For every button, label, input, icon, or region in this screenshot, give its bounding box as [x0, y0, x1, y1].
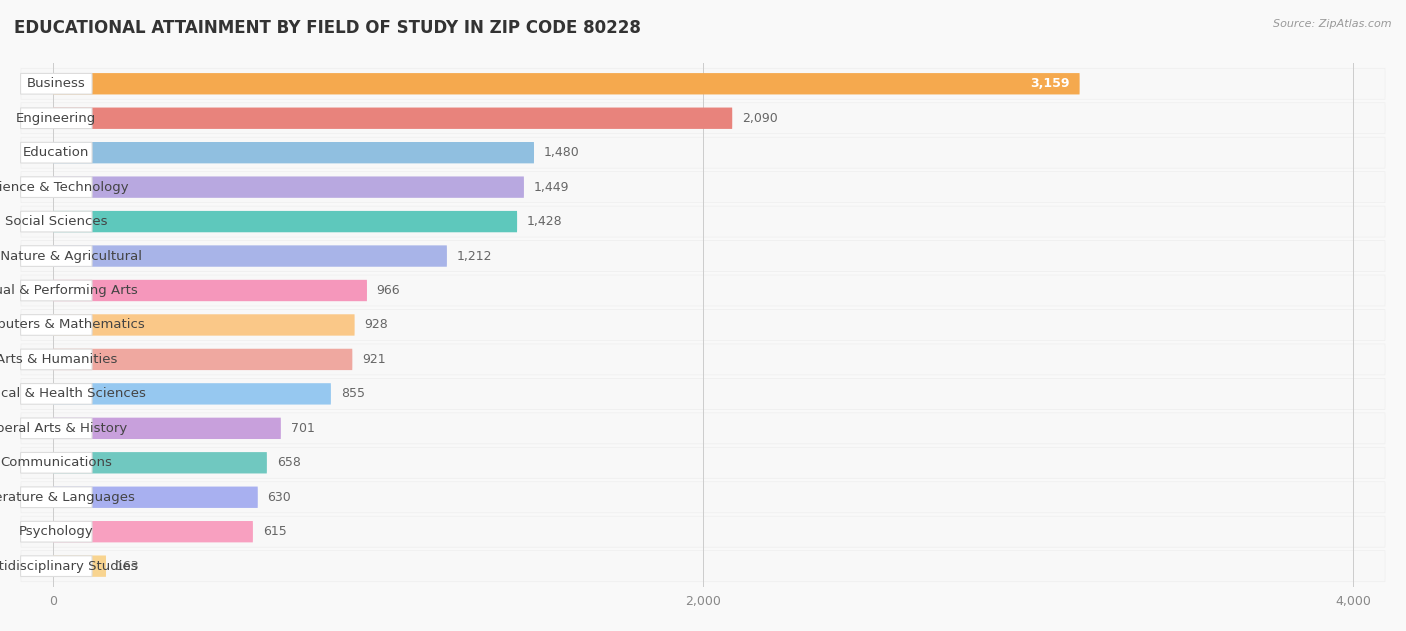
Text: EDUCATIONAL ATTAINMENT BY FIELD OF STUDY IN ZIP CODE 80228: EDUCATIONAL ATTAINMENT BY FIELD OF STUDY…: [14, 19, 641, 37]
Text: Social Sciences: Social Sciences: [6, 215, 107, 228]
FancyBboxPatch shape: [21, 138, 1385, 168]
FancyBboxPatch shape: [53, 418, 281, 439]
FancyBboxPatch shape: [53, 521, 253, 543]
Text: 630: 630: [267, 491, 291, 504]
Text: Communications: Communications: [0, 456, 112, 469]
FancyBboxPatch shape: [21, 206, 1385, 237]
FancyBboxPatch shape: [53, 555, 105, 577]
Text: 1,428: 1,428: [527, 215, 562, 228]
Text: Source: ZipAtlas.com: Source: ZipAtlas.com: [1274, 19, 1392, 29]
Text: 966: 966: [377, 284, 401, 297]
FancyBboxPatch shape: [21, 241, 1385, 271]
Text: Business: Business: [27, 77, 86, 90]
FancyBboxPatch shape: [21, 447, 1385, 478]
FancyBboxPatch shape: [21, 137, 1385, 168]
FancyBboxPatch shape: [53, 211, 517, 232]
FancyBboxPatch shape: [21, 413, 1385, 444]
FancyBboxPatch shape: [21, 517, 1385, 547]
FancyBboxPatch shape: [21, 343, 1385, 375]
Text: Education: Education: [22, 146, 90, 159]
FancyBboxPatch shape: [53, 177, 524, 198]
FancyBboxPatch shape: [21, 452, 91, 473]
FancyBboxPatch shape: [21, 211, 91, 232]
Text: 1,212: 1,212: [457, 249, 492, 262]
FancyBboxPatch shape: [21, 481, 1385, 513]
FancyBboxPatch shape: [21, 384, 91, 404]
FancyBboxPatch shape: [53, 383, 330, 404]
FancyBboxPatch shape: [53, 349, 353, 370]
Text: 1,449: 1,449: [534, 180, 569, 194]
FancyBboxPatch shape: [21, 108, 91, 129]
Text: Visual & Performing Arts: Visual & Performing Arts: [0, 284, 138, 297]
FancyBboxPatch shape: [21, 315, 91, 335]
FancyBboxPatch shape: [21, 487, 91, 507]
Text: 855: 855: [340, 387, 364, 401]
FancyBboxPatch shape: [53, 487, 257, 508]
FancyBboxPatch shape: [21, 482, 1385, 512]
FancyBboxPatch shape: [21, 143, 91, 163]
Text: Bio, Nature & Agricultural: Bio, Nature & Agricultural: [0, 249, 142, 262]
FancyBboxPatch shape: [21, 309, 1385, 341]
Text: Multidisciplinary Studies: Multidisciplinary Studies: [0, 560, 138, 573]
FancyBboxPatch shape: [21, 378, 1385, 410]
Text: Literature & Languages: Literature & Languages: [0, 491, 135, 504]
Text: Arts & Humanities: Arts & Humanities: [0, 353, 117, 366]
Text: Physical & Health Sciences: Physical & Health Sciences: [0, 387, 146, 401]
FancyBboxPatch shape: [21, 275, 1385, 305]
FancyBboxPatch shape: [21, 245, 91, 266]
FancyBboxPatch shape: [21, 171, 1385, 203]
Text: 2,090: 2,090: [742, 112, 778, 125]
FancyBboxPatch shape: [21, 550, 1385, 582]
FancyBboxPatch shape: [21, 274, 1385, 307]
Text: 928: 928: [364, 319, 388, 331]
FancyBboxPatch shape: [21, 413, 1385, 444]
FancyBboxPatch shape: [21, 418, 91, 439]
FancyBboxPatch shape: [53, 314, 354, 336]
FancyBboxPatch shape: [21, 240, 1385, 272]
FancyBboxPatch shape: [53, 142, 534, 163]
FancyBboxPatch shape: [53, 245, 447, 267]
FancyBboxPatch shape: [21, 177, 91, 198]
FancyBboxPatch shape: [21, 69, 1385, 99]
FancyBboxPatch shape: [21, 379, 1385, 409]
FancyBboxPatch shape: [21, 556, 91, 577]
Text: 615: 615: [263, 525, 287, 538]
Text: 921: 921: [363, 353, 385, 366]
FancyBboxPatch shape: [21, 516, 1385, 548]
FancyBboxPatch shape: [21, 551, 1385, 581]
Text: 163: 163: [115, 560, 139, 573]
Text: Psychology: Psychology: [18, 525, 94, 538]
Text: Science & Technology: Science & Technology: [0, 180, 129, 194]
Text: Engineering: Engineering: [17, 112, 97, 125]
FancyBboxPatch shape: [53, 452, 267, 473]
Text: 658: 658: [277, 456, 301, 469]
FancyBboxPatch shape: [21, 349, 91, 370]
FancyBboxPatch shape: [21, 172, 1385, 203]
Text: Liberal Arts & History: Liberal Arts & History: [0, 422, 128, 435]
FancyBboxPatch shape: [21, 103, 1385, 133]
FancyBboxPatch shape: [21, 206, 1385, 237]
Text: 1,480: 1,480: [544, 146, 579, 159]
FancyBboxPatch shape: [21, 102, 1385, 134]
FancyBboxPatch shape: [21, 521, 91, 542]
FancyBboxPatch shape: [21, 310, 1385, 340]
Text: 701: 701: [291, 422, 315, 435]
FancyBboxPatch shape: [21, 280, 91, 301]
FancyBboxPatch shape: [21, 345, 1385, 375]
FancyBboxPatch shape: [53, 107, 733, 129]
FancyBboxPatch shape: [21, 73, 91, 94]
Text: 3,159: 3,159: [1031, 77, 1070, 90]
FancyBboxPatch shape: [21, 68, 1385, 100]
FancyBboxPatch shape: [53, 280, 367, 301]
FancyBboxPatch shape: [21, 447, 1385, 479]
Text: Computers & Mathematics: Computers & Mathematics: [0, 319, 145, 331]
FancyBboxPatch shape: [53, 73, 1080, 95]
